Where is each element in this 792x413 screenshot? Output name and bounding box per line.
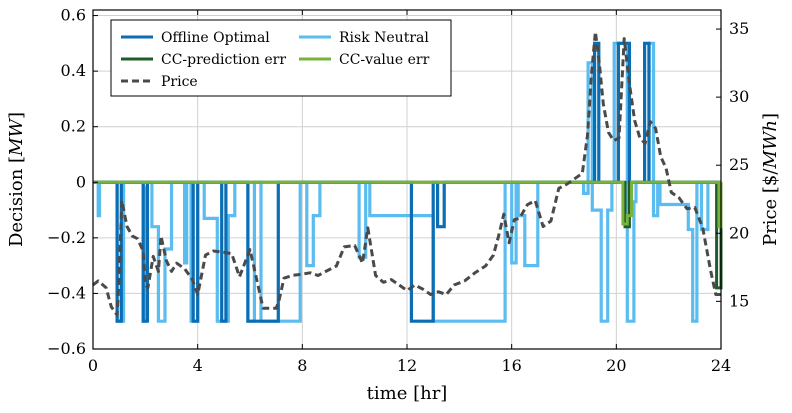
y-tick-label: −0.6 [47,339,86,358]
legend-label-cc-value-err: CC-value err [339,52,430,68]
legend-label-cc-prediction-err: CC-prediction err [161,52,286,68]
legend-label-price: Price [161,74,198,90]
ticks-layer: 0 4 8 12 16 20 24 −0.6 −0.4 −0.2 0 0.2 0.4 0.6 15 20 25 3… [47,6,749,375]
y-tick-label: 0.4 [61,61,86,80]
y-axis-label: Decision [MW] [6,112,27,247]
y2-axis-label: Price [$/MWh] [760,113,781,246]
x-tick-label: 4 [193,356,203,375]
y-tick-label: −0.2 [47,228,86,247]
x-tick-label: 12 [397,356,417,375]
x-axis-label: time [hr] [367,383,448,404]
y-tick-label: 0.6 [61,6,86,25]
legend-label-offline-optimal: Offline Optimal [161,30,270,46]
y2-tick-label: 30 [729,87,749,106]
y2-tick-label: 15 [729,291,749,310]
legend-label-risk-neutral: Risk Neutral [339,30,429,46]
x-tick-label: 20 [606,356,626,375]
x-tick-label: 24 [711,356,731,375]
series-price [92,30,721,317]
y2-tick-label: 25 [729,155,749,174]
y2-tick-label: 35 [729,19,749,38]
legend: Offline Optimal Risk Neutral CC-prediction… [110,19,452,97]
y-tick-label: −0.4 [47,283,86,302]
y2-tick-label: 20 [729,223,749,242]
y-tick-label: 0 [76,172,86,191]
y-tick-label: 0.2 [61,117,86,136]
x-tick-label: 8 [297,356,307,375]
legend-box [110,19,452,97]
series-layer [92,30,723,323]
x-tick-label: 0 [88,356,98,375]
series-cc-prediction-err [93,180,723,290]
series-cc-value-err [93,180,723,229]
x-tick-label: 16 [501,356,521,375]
